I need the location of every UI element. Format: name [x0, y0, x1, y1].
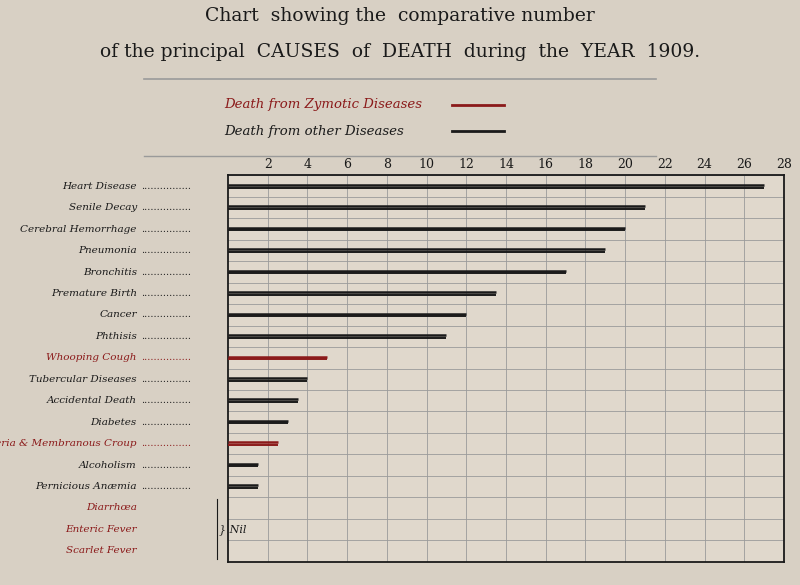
Text: ................: ................: [142, 482, 191, 491]
Text: ................: ................: [142, 375, 191, 384]
Text: ................: ................: [142, 289, 191, 298]
Text: Diarrhœa: Diarrhœa: [86, 504, 137, 512]
Text: ................: ................: [142, 225, 191, 233]
Text: of the principal  CAUSES  of  DEATH  during  the  YEAR  1909.: of the principal CAUSES of DEATH during …: [100, 43, 700, 61]
Text: Pneumonia: Pneumonia: [78, 246, 137, 255]
Text: Alcoholism: Alcoholism: [79, 460, 137, 470]
Text: ................: ................: [142, 460, 191, 470]
Text: ................: ................: [142, 332, 191, 341]
Text: Cancer: Cancer: [99, 311, 137, 319]
Text: Pernicious Anæmia: Pernicious Anæmia: [35, 482, 137, 491]
Text: Phthisis: Phthisis: [95, 332, 137, 341]
Text: Senile Decay: Senile Decay: [69, 203, 137, 212]
Text: ................: ................: [142, 246, 191, 255]
Text: Diabetes: Diabetes: [90, 418, 137, 426]
Text: Scarlet Fever: Scarlet Fever: [66, 546, 137, 555]
Text: ................: ................: [142, 439, 191, 448]
Text: ................: ................: [142, 203, 191, 212]
Text: Tubercular Diseases: Tubercular Diseases: [29, 375, 137, 384]
Text: Bronchitis: Bronchitis: [82, 267, 137, 277]
Text: Whooping Cough: Whooping Cough: [46, 353, 137, 362]
Text: ................: ................: [142, 311, 191, 319]
Text: Cerebral Hemorrhage: Cerebral Hemorrhage: [21, 225, 137, 233]
Text: } Nil: } Nil: [219, 524, 246, 535]
Text: ................: ................: [142, 353, 191, 362]
Text: Heart Disease: Heart Disease: [62, 182, 137, 191]
Text: Enteric Fever: Enteric Fever: [65, 525, 137, 534]
Text: ................: ................: [142, 396, 191, 405]
Text: Death from other Diseases: Death from other Diseases: [224, 125, 404, 137]
Text: Premature Birth: Premature Birth: [50, 289, 137, 298]
Text: Death from Zymotic Diseases: Death from Zymotic Diseases: [224, 98, 422, 111]
Text: Diptheria & Membranous Croup: Diptheria & Membranous Croup: [0, 439, 137, 448]
Text: ................: ................: [142, 182, 191, 191]
Text: Accidental Death: Accidental Death: [46, 396, 137, 405]
Text: ................: ................: [142, 418, 191, 426]
Text: Chart  showing the  comparative number: Chart showing the comparative number: [205, 8, 595, 25]
Text: ................: ................: [142, 267, 191, 277]
